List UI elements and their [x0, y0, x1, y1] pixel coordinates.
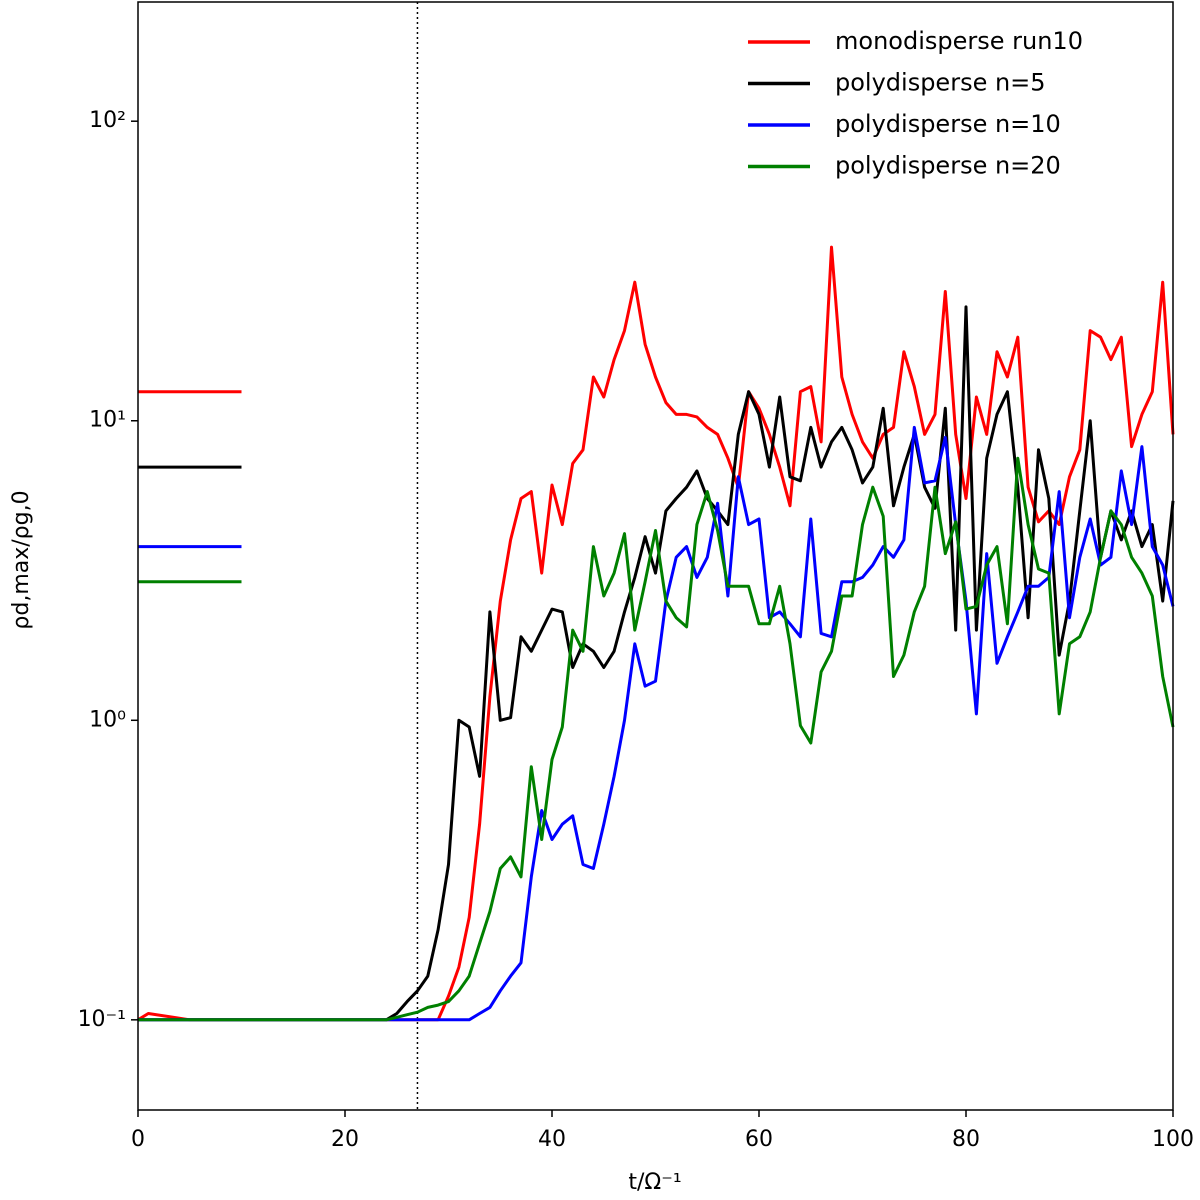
y-tick-label: 10⁻¹ — [78, 1007, 126, 1032]
x-axis-label: t/Ω⁻¹ — [628, 1170, 681, 1195]
x-tick-label: 40 — [538, 1127, 566, 1152]
y-tick-label: 10² — [89, 108, 126, 133]
x-tick-label: 60 — [745, 1127, 773, 1152]
plot-frame — [137, 1, 1174, 1111]
y-tick-label: 10⁰ — [89, 707, 126, 732]
y-tick-label: 10¹ — [89, 408, 126, 433]
y-axis-label: ρd,max/ρg,0 — [9, 490, 34, 629]
legend-label: monodisperse run10 — [835, 27, 1083, 55]
legend-label: polydisperse n=20 — [835, 152, 1061, 180]
legend-label: polydisperse n=10 — [835, 110, 1061, 138]
x-tick-label: 20 — [331, 1127, 359, 1152]
series-line — [138, 456, 1175, 1022]
x-tick-label: 100 — [1152, 1127, 1194, 1152]
x-tick-label: 0 — [131, 1127, 145, 1152]
series-line — [138, 305, 1175, 1022]
legend-label: polydisperse n=5 — [835, 69, 1046, 97]
series-line — [137, 245, 1175, 1022]
series-line — [138, 425, 1175, 1022]
x-tick-label: 80 — [952, 1127, 980, 1152]
